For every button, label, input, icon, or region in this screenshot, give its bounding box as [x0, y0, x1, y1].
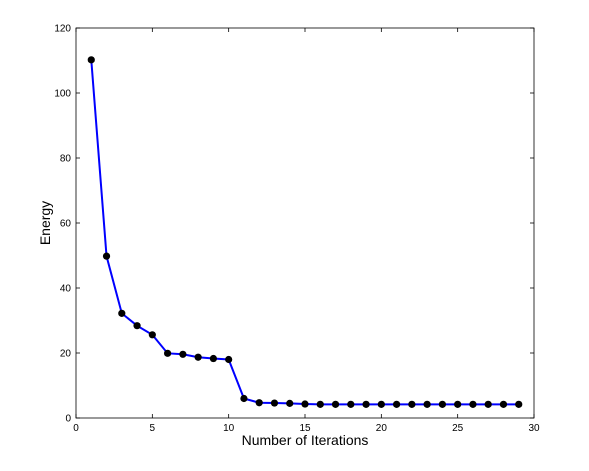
data-point — [438, 400, 446, 408]
data-point — [316, 400, 324, 408]
data-point — [454, 400, 462, 408]
y-tick-label: 80 — [60, 154, 72, 165]
data-point — [423, 400, 431, 408]
x-tick-label: 20 — [376, 423, 388, 434]
plot-frame — [75, 27, 535, 419]
y-tick-label: 20 — [60, 349, 72, 360]
data-point — [393, 400, 401, 408]
data-point — [179, 350, 187, 358]
data-point — [362, 400, 370, 408]
data-point — [499, 400, 508, 408]
data-point — [102, 252, 111, 260]
data-point — [347, 400, 355, 408]
data-point — [87, 56, 95, 64]
y-tick-label: 40 — [60, 284, 72, 295]
y-tick-label: 0 — [65, 414, 71, 425]
data-point — [286, 399, 294, 407]
data-point — [133, 322, 141, 330]
data-point — [225, 355, 233, 364]
data-point — [270, 399, 279, 407]
data-point — [164, 349, 172, 357]
data-point — [255, 399, 263, 407]
data-point — [148, 331, 156, 339]
data-point — [301, 400, 309, 408]
series-line — [90, 59, 519, 406]
data-point — [377, 400, 385, 408]
x-tick-label: 5 — [150, 423, 156, 434]
data-point — [240, 394, 248, 403]
data-point — [484, 400, 492, 408]
data-point — [408, 400, 416, 408]
data-point — [515, 400, 523, 408]
data-point — [209, 354, 217, 363]
y-axis-label: Energy — [37, 201, 53, 245]
x-tick-label: 0 — [73, 423, 79, 434]
data-point — [194, 353, 202, 361]
axis-ticks — [75, 27, 535, 419]
axis-tick-labels: 0 5 10 15 20 25 30 0 20 40 60 80 100 120 — [54, 24, 540, 435]
x-tick-label: 15 — [299, 423, 311, 434]
x-tick-label: 25 — [452, 423, 464, 434]
data-point — [469, 400, 477, 408]
data-series — [87, 56, 523, 408]
data-point — [331, 400, 340, 408]
y-tick-label: 100 — [54, 89, 71, 100]
y-tick-label: 60 — [60, 219, 72, 230]
x-axis-label: Number of Iterations — [242, 432, 369, 448]
x-tick-label: 10 — [223, 423, 235, 434]
y-tick-label: 120 — [54, 24, 71, 35]
x-tick-label: 30 — [528, 423, 540, 434]
data-point — [118, 309, 126, 317]
